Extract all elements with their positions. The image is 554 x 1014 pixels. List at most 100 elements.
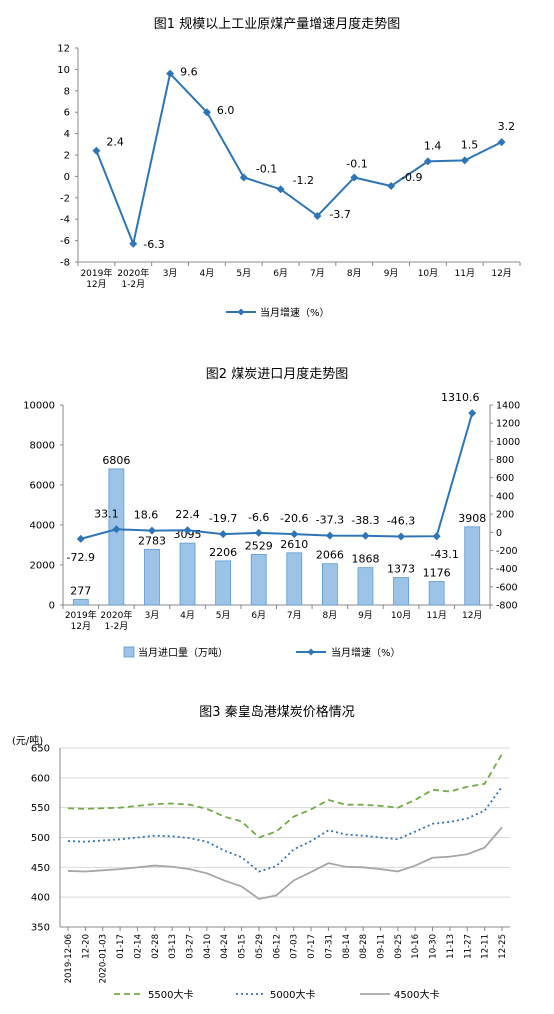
chart-2-bar-label: 2610 — [280, 538, 308, 551]
chart-3-x-tick-label: 02-28 — [151, 934, 161, 959]
chart-2-y2-tick-label: 1200 — [496, 419, 520, 430]
chart-1-y-tick-label: -6 — [60, 236, 70, 247]
chart-3-y-tick-label: 350 — [31, 923, 50, 934]
chart-3-x-tick-label: 08-14 — [342, 934, 352, 959]
chart-3-x-tick-label: 07-17 — [307, 934, 317, 959]
chart-2-y2-tick-label: -200 — [496, 546, 518, 557]
chart-3-x-tick-label: 09-11 — [376, 934, 386, 959]
chart-1-point — [497, 138, 506, 147]
chart-2-y2-tick-label: 600 — [496, 473, 514, 484]
chart-2-legend-bar-swatch — [123, 646, 135, 658]
chart-2-growth-point — [325, 531, 334, 540]
chart-2-bar — [357, 567, 374, 606]
chart-2-growth-point — [432, 532, 441, 541]
chart-1-y-tick-label: 10 — [57, 65, 70, 76]
chart-3-x-tick-label: 03-13 — [168, 934, 178, 959]
chart-2-bar-label: 6806 — [102, 454, 130, 467]
chart-2-bar — [464, 526, 481, 606]
chart-3-x-tick-label: 02-14 — [133, 934, 143, 959]
chart-2-x-tick-label: 7月 — [287, 610, 302, 621]
chart-3-x-tick-label: 07-31 — [324, 934, 334, 959]
chart-3-y-tick-label: 550 — [31, 803, 50, 814]
chart-2-y2-tick-label: 800 — [496, 455, 514, 466]
chart-2-bar-label: 2206 — [209, 546, 237, 559]
chart-2-x-tick-label: 5月 — [216, 610, 231, 621]
chart-2-y2-tick-label: -600 — [496, 582, 518, 593]
chart-3-y-tick-label: 400 — [31, 893, 50, 904]
chart-2-x-tick-label: 11月 — [426, 610, 446, 621]
chart-1-legend-marker — [237, 308, 245, 316]
chart-2-growth-point — [290, 530, 299, 539]
chart-1-data-label: 3.2 — [498, 120, 516, 133]
chart-2-x-tick-label: 6月 — [251, 610, 266, 621]
chart-2-growth-label: 22.4 — [175, 508, 200, 521]
chart-2-growth-point — [112, 525, 121, 534]
chart-3-x-tick-label: 09-25 — [394, 934, 404, 959]
chart-2-bar — [108, 468, 125, 606]
chart-2-x-tick-label: 2019年 12月 — [65, 609, 97, 632]
chart-3-x-tick-label: 04-10 — [203, 934, 213, 959]
chart-3-x-tick-label: 11-13 — [446, 934, 456, 959]
chart-2-x-tick-label: 12月 — [462, 610, 482, 621]
chart-2-x-tick-label: 10月 — [391, 610, 411, 621]
chart-1-x-tick-label: 8月 — [347, 268, 362, 279]
chart-3-y-tick-label: 650 — [31, 744, 50, 755]
chart-3-x-tick-label: 12-25 — [498, 934, 508, 959]
chart-2-bar — [428, 581, 445, 606]
chart-3-series-line — [67, 826, 503, 900]
chart-2-x-tick-label: 4月 — [180, 610, 195, 621]
chart-2-bar — [393, 577, 409, 606]
chart-1-y-tick-label: 6 — [64, 108, 70, 119]
chart-2-y2-tick-label: 200 — [496, 510, 514, 521]
chart-2-growth-label: 1310.6 — [441, 391, 480, 404]
chart-1-data-label: 1.5 — [461, 138, 479, 151]
chart-1-data-label: -6.3 — [143, 238, 164, 251]
chart-1-y-tick-label: 8 — [64, 86, 70, 97]
chart-2-y-tick-label: 10000 — [23, 401, 55, 412]
chart-2-growth-label: -37.3 — [316, 514, 344, 527]
chart-1-y-tick-label: 2 — [64, 151, 70, 162]
chart-2-title: 图2 煤炭进口月度走势图 — [206, 366, 348, 382]
chart-1-x-tick-label: 11月 — [455, 268, 475, 279]
chart-1-data-label: 6.0 — [217, 104, 235, 117]
chart-1-point — [92, 146, 101, 155]
chart-3-x-tick-label: 10-30 — [429, 934, 439, 959]
chart-1-x-tick-label: 5月 — [236, 268, 251, 279]
chart-2-x-tick-label: 3月 — [145, 610, 160, 621]
chart-3-x-tick-label: 12-20 — [81, 934, 91, 959]
chart-2-legend-line-label: 当月增速（%） — [331, 646, 401, 659]
chart-2-y2-tick-label: 0 — [496, 528, 502, 539]
chart-1-y-tick-label: -4 — [60, 215, 70, 226]
chart-3-series-line — [67, 786, 503, 873]
chart-1-y-tick-label: 4 — [64, 129, 70, 140]
chart-2-bar-label: 277 — [70, 584, 91, 597]
chart-2-bar — [179, 542, 196, 606]
chart-3-x-tick-label: 07-03 — [290, 934, 300, 959]
chart-2-growth-point — [397, 532, 406, 541]
chart-1-point — [350, 173, 359, 182]
chart-2-bar-label: 3908 — [458, 512, 486, 525]
chart-2-bar — [321, 563, 338, 606]
chart-2-growth-point — [468, 409, 477, 418]
chart-2-x-tick-label: 9月 — [358, 610, 373, 621]
chart-2-bar — [286, 552, 303, 606]
chart-3-y-tick-label: 600 — [31, 773, 50, 784]
chart-3-x-tick-label: 03-27 — [186, 934, 196, 959]
chart-2-bar — [215, 560, 232, 606]
chart-1-x-tick-label: 12月 — [491, 268, 511, 279]
chart-2-growth-label: -38.3 — [351, 514, 379, 527]
chart-2-growth-label: 18.6 — [134, 509, 159, 522]
chart-1-point — [387, 182, 396, 191]
chart-1: 图1 规模以上工业原煤产量增速月度走势图 12 10 8 6 4 2 0 -2 -4 -6 -8 201… — [57, 16, 521, 319]
chart-1-point — [460, 156, 469, 165]
chart-2-bar-label: 2066 — [316, 549, 344, 562]
chart-2-x-tick-label: 8月 — [323, 610, 338, 621]
chart-2-growth-label: 33.1 — [94, 507, 119, 520]
chart-1-data-label: -3.7 — [329, 208, 350, 221]
chart-2-y2-tick-label: -800 — [496, 601, 518, 612]
chart-1-data-label: -1.2 — [293, 174, 314, 187]
chart-2-bar-label: 1176 — [423, 566, 451, 579]
chart-1-legend-label: 当月增速（%） — [260, 306, 330, 319]
chart-2-growth-label: -6.6 — [248, 511, 269, 524]
